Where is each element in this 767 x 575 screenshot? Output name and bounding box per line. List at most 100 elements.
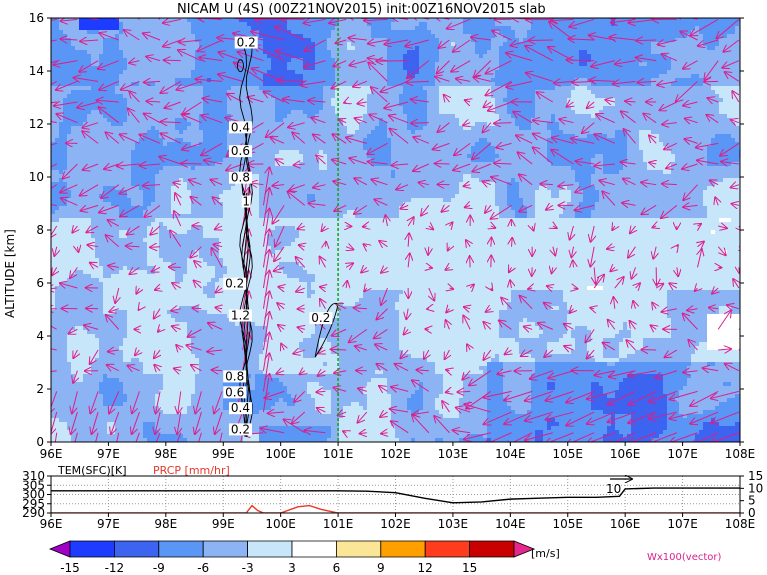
field-cell	[147, 398, 151, 402]
field-cell	[55, 402, 59, 406]
field-cell	[131, 398, 135, 402]
field-cell	[195, 110, 199, 114]
field-cell	[99, 346, 103, 350]
field-cell	[51, 138, 55, 142]
field-cell	[231, 138, 235, 142]
field-cell	[151, 158, 155, 162]
field-cell	[223, 430, 227, 434]
field-cell	[115, 186, 119, 190]
field-cell	[115, 158, 119, 162]
field-cell	[83, 22, 87, 26]
field-cell	[115, 74, 119, 78]
field-cell	[191, 186, 195, 190]
field-cell	[235, 338, 239, 342]
field-cell	[143, 90, 147, 94]
field-cell	[75, 430, 79, 434]
field-cell	[271, 430, 275, 434]
field-cell	[227, 322, 231, 326]
field-cell	[183, 102, 187, 106]
field-cell	[71, 34, 75, 38]
field-cell	[111, 126, 115, 130]
field-cell	[115, 402, 119, 406]
field-cell	[95, 190, 99, 194]
field-cell	[255, 82, 259, 86]
field-cell	[259, 394, 263, 398]
field-cell	[107, 158, 111, 162]
field-cell	[291, 110, 295, 114]
field-cell	[51, 170, 55, 174]
field-cell	[223, 42, 227, 46]
field-cell	[67, 70, 71, 74]
field-cell	[123, 422, 127, 426]
field-cell	[151, 38, 155, 42]
field-cell	[63, 38, 67, 42]
field-cell	[215, 102, 219, 106]
field-cell	[83, 194, 87, 198]
field-cell	[223, 366, 227, 370]
field-cell	[107, 378, 111, 382]
field-cell	[183, 54, 187, 58]
field-cell	[275, 150, 279, 154]
field-cell	[263, 26, 267, 30]
field-cell	[211, 366, 215, 370]
field-cell	[283, 34, 287, 38]
field-cell	[295, 74, 299, 78]
field-cell	[227, 162, 231, 166]
field-cell	[203, 30, 207, 34]
field-cell	[295, 430, 299, 434]
field-cell	[299, 170, 303, 174]
field-cell	[259, 330, 263, 334]
field-cell	[223, 82, 227, 86]
field-cell	[291, 94, 295, 98]
field-cell	[63, 30, 67, 34]
field-cell	[163, 242, 167, 246]
field-cell	[239, 54, 243, 58]
field-cell	[231, 74, 235, 78]
field-cell	[119, 226, 123, 230]
field-cell	[103, 170, 107, 174]
field-cell	[219, 342, 223, 346]
field-cell	[127, 154, 131, 158]
field-cell	[95, 202, 99, 206]
field-cell	[303, 202, 307, 206]
field-cell	[191, 114, 195, 118]
field-cell	[163, 174, 167, 178]
field-cell	[231, 398, 235, 402]
field-cell	[135, 426, 139, 430]
field-cell	[215, 106, 219, 110]
field-cell	[203, 242, 207, 246]
field-cell	[215, 86, 219, 90]
field-cell	[139, 70, 143, 74]
field-cell	[63, 302, 67, 306]
field-cell	[139, 394, 143, 398]
field-cell	[259, 118, 263, 122]
field-cell	[247, 58, 251, 62]
field-cell	[151, 378, 155, 382]
field-cell	[139, 410, 143, 414]
field-cell	[123, 378, 127, 382]
field-cell	[155, 418, 159, 422]
field-cell	[211, 242, 215, 246]
field-cell	[159, 38, 163, 42]
field-cell	[51, 382, 55, 386]
field-cell	[219, 26, 223, 30]
field-cell	[115, 346, 119, 350]
field-cell	[207, 438, 211, 442]
field-cell	[167, 50, 171, 54]
field-cell	[183, 94, 187, 98]
field-cell	[191, 134, 195, 138]
field-cell	[103, 266, 107, 270]
field-cell	[195, 326, 199, 330]
field-cell	[211, 126, 215, 130]
field-cell	[103, 258, 107, 262]
field-cell	[263, 434, 267, 438]
field-cell	[263, 78, 267, 82]
field-cell	[95, 78, 99, 82]
field-cell	[275, 142, 279, 146]
field-cell	[119, 334, 123, 338]
field-cell	[171, 106, 175, 110]
field-cell	[99, 18, 103, 22]
field-cell	[55, 218, 59, 222]
field-cell	[191, 238, 195, 242]
field-cell	[99, 182, 103, 186]
